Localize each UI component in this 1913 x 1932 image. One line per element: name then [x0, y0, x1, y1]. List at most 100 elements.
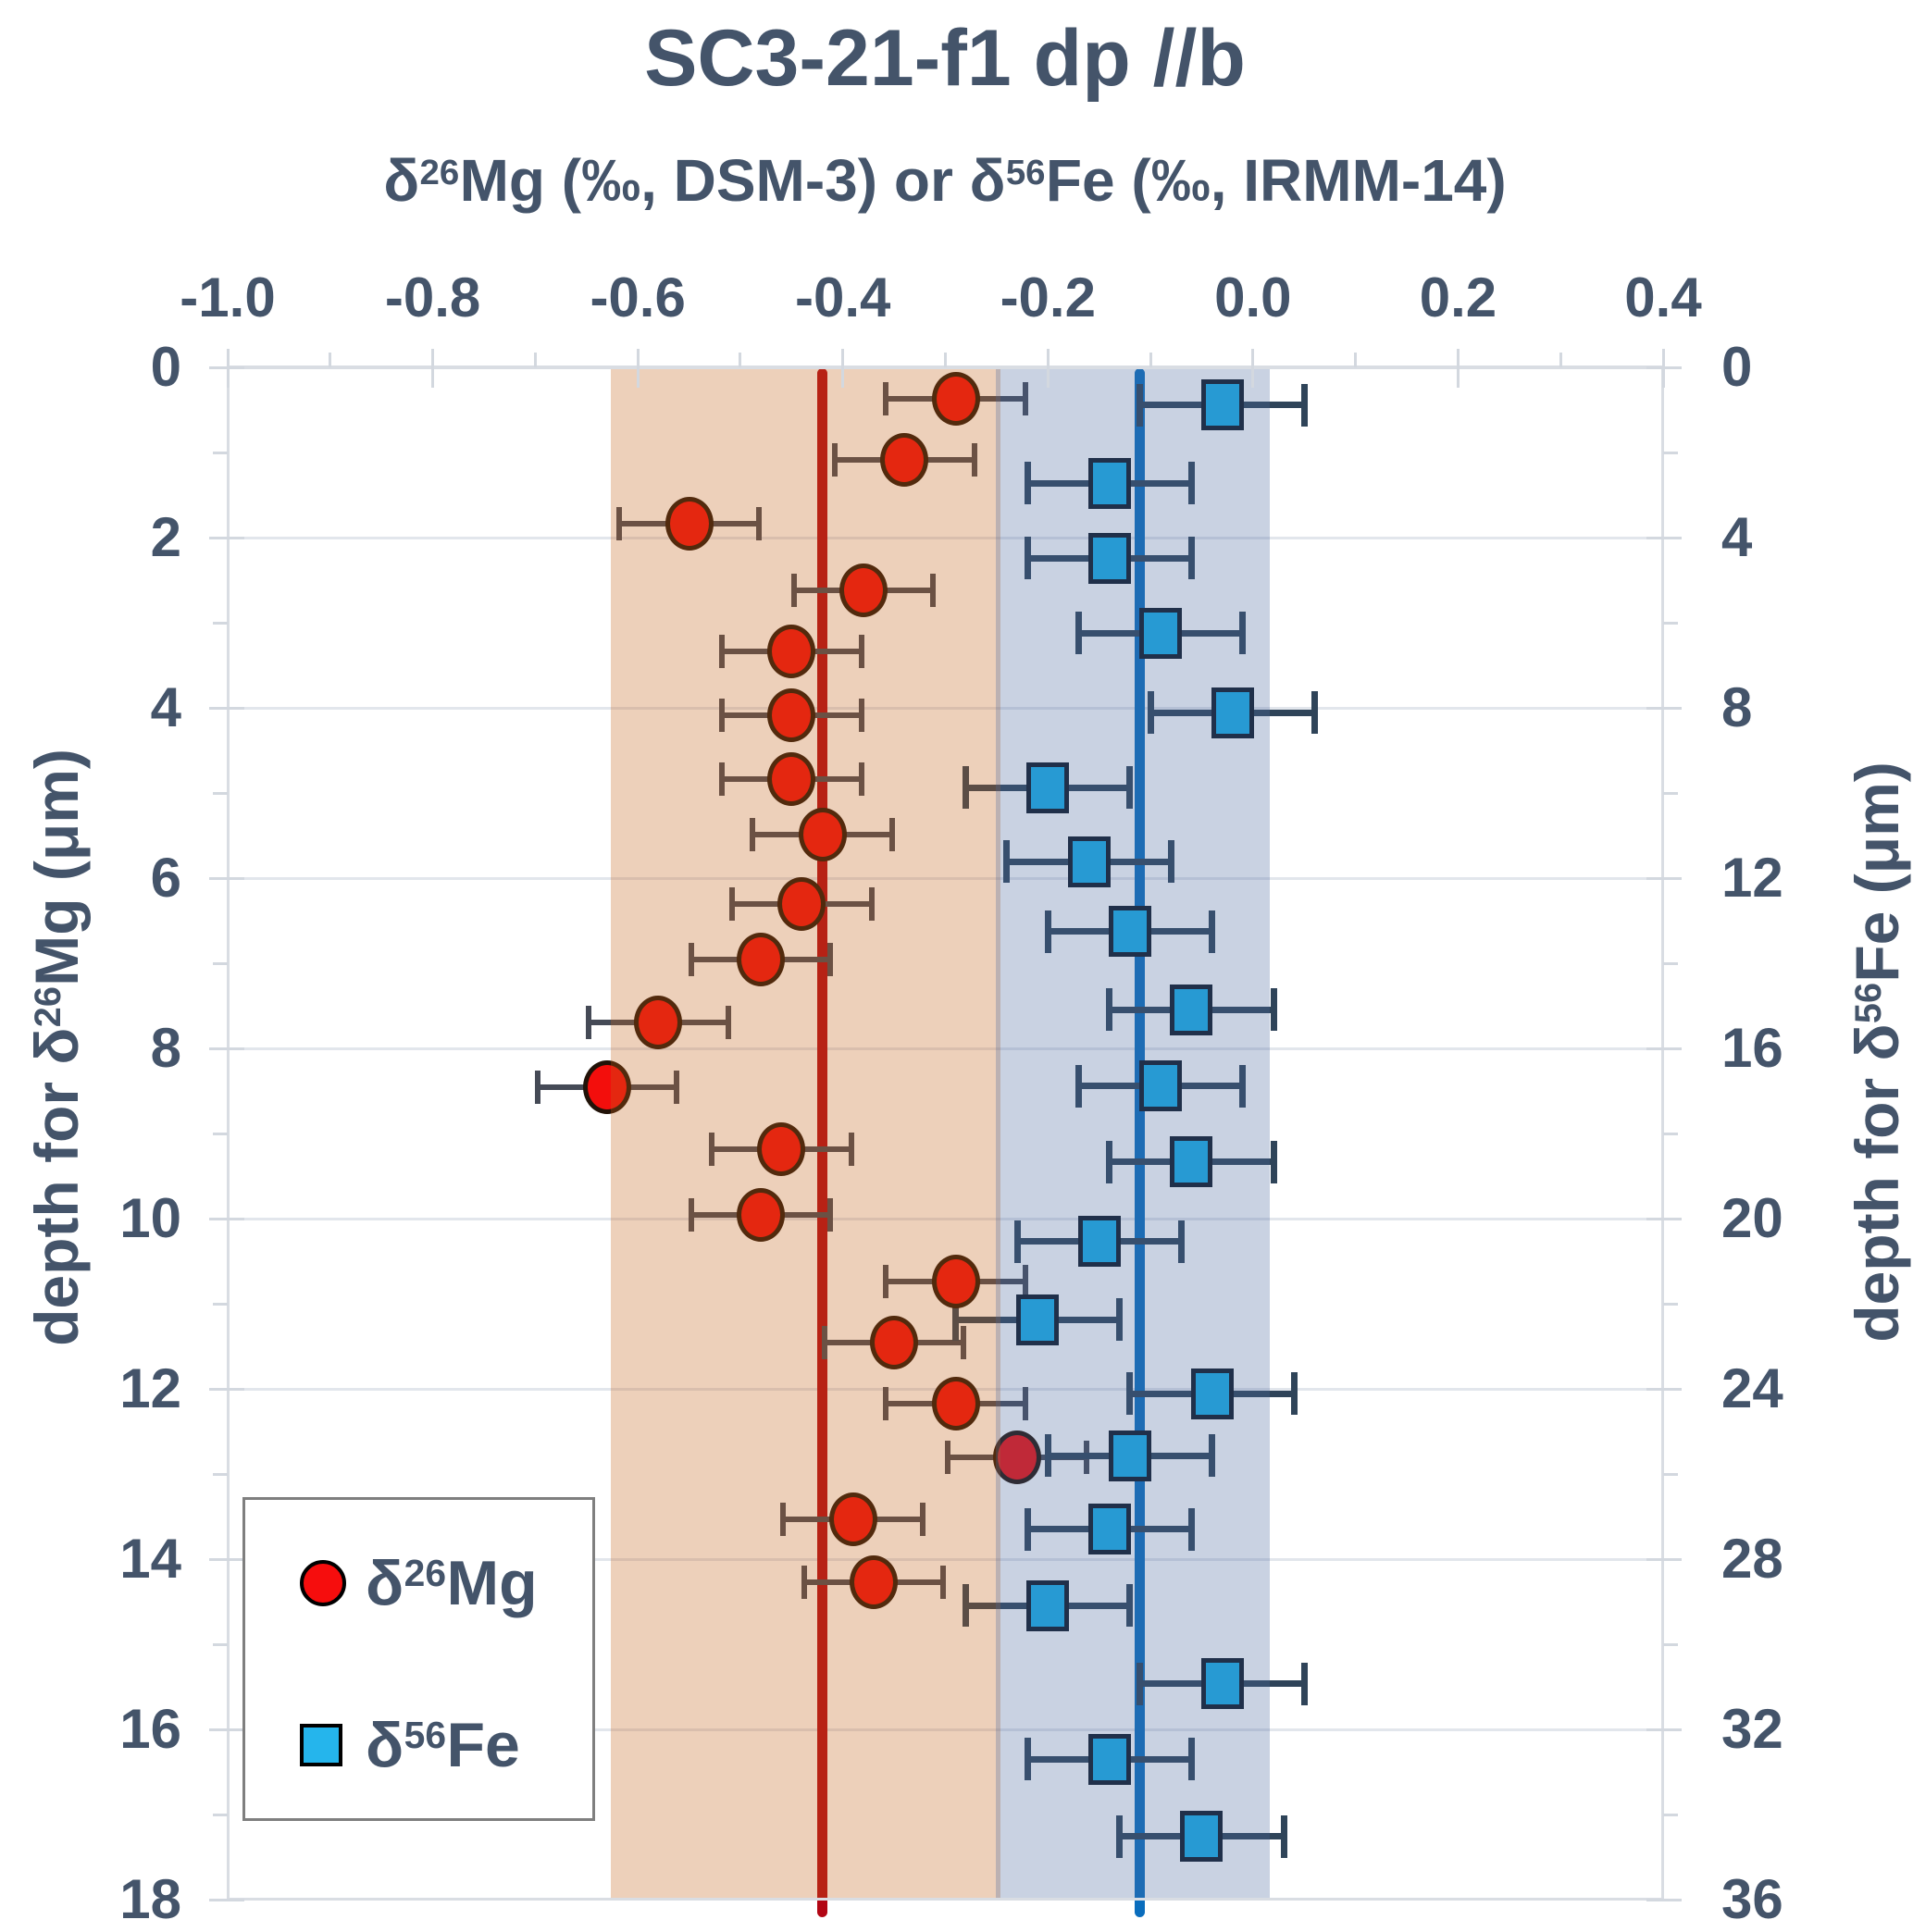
gridline-y-16: [228, 1728, 1663, 1731]
δ56Fe-point-6: [1026, 762, 1070, 813]
δ56Fe-error-cap: [1013, 1220, 1021, 1263]
δ56Fe-error-cap: [1239, 1064, 1247, 1108]
y-left-tick-18: [209, 1898, 244, 1901]
δ56Fe-error-cap: [1209, 910, 1216, 953]
δ56Fe-error-cap: [1126, 1372, 1134, 1416]
δ56Fe-point-18: [1200, 1658, 1244, 1710]
plot-border-bottom: [228, 1898, 1663, 1901]
legend-item-1: δ26Mg: [245, 1542, 592, 1625]
gridline-y-14: [228, 1557, 1663, 1561]
y-left-tick-13: [213, 1472, 228, 1476]
y-left-tick-1: [213, 451, 228, 454]
δ56Fe-point-4: [1139, 607, 1183, 659]
δ56Fe-point-5: [1211, 687, 1254, 738]
legend-circle-marker: [300, 1560, 346, 1606]
chart-title: SC3-21-f1 dp //b: [644, 14, 1246, 103]
δ26Mg-error-cap: [708, 1132, 714, 1166]
δ56Fe-error-cap: [1270, 988, 1277, 1032]
y-right-label-4: 4: [1721, 506, 1753, 568]
δ26Mg-error-cap: [930, 574, 937, 608]
x-axis-title: δ26Mg (‰, DSM-3) or δ56Fe (‰, IRMM-14): [383, 147, 1507, 214]
x-axis-line: [228, 365, 1663, 369]
δ56Fe-error-cap: [1003, 840, 1011, 884]
δ56Fe-error-cap: [1239, 612, 1247, 655]
y-right-label-24: 24: [1721, 1357, 1783, 1419]
δ56Fe-error-cap: [1300, 383, 1308, 427]
δ56Fe-error-cap: [1075, 1064, 1083, 1108]
x-tick--0.1: [1149, 353, 1152, 367]
δ26Mg-error-cap: [920, 1502, 926, 1536]
y-left-tick-7: [213, 961, 228, 965]
δ26Mg-error-cap: [971, 443, 977, 477]
legend-square-marker: [300, 1724, 342, 1766]
δ56Fe-point-13: [1016, 1294, 1060, 1345]
δ56Fe-error-cap: [1044, 910, 1051, 953]
δ56Fe-point-12: [1077, 1216, 1121, 1268]
δ26Mg-point-15: [931, 1255, 980, 1309]
δ56Fe-point-3: [1087, 532, 1131, 584]
δ56Fe-error-cap: [1044, 1434, 1051, 1478]
mg-mean-band: [611, 367, 1001, 1900]
y-right-label-32: 32: [1721, 1698, 1783, 1760]
y-right-tick-20: [1646, 1217, 1682, 1220]
x-tick-label--0.6: -0.6: [590, 266, 686, 328]
δ26Mg-error-cap: [858, 699, 864, 733]
y-right-tick-12: [1646, 876, 1682, 880]
y-right-tick-22: [1663, 1302, 1678, 1306]
y-left-tick-8: [209, 1046, 244, 1050]
gridline-y-4: [228, 706, 1663, 710]
fe-mean-line: [1135, 368, 1146, 1917]
y-left-tick-10: [209, 1217, 244, 1220]
δ26Mg-point-6: [767, 688, 816, 743]
δ56Fe-point-8: [1108, 906, 1151, 958]
y-axis-left-title-sup: 26: [28, 986, 68, 1028]
y-left-label-0: 0: [150, 336, 181, 398]
δ26Mg-point-16: [870, 1316, 919, 1370]
δ26Mg-error-cap: [883, 1386, 889, 1420]
x-tick-0.2: [1456, 349, 1460, 388]
δ26Mg-error-cap: [790, 574, 797, 608]
y-right-tick-24: [1646, 1387, 1682, 1391]
y-right-tick-4: [1646, 536, 1682, 539]
δ26Mg-point-3: [665, 497, 714, 551]
δ56Fe-point-20: [1180, 1811, 1224, 1863]
δ26Mg-error-cap: [944, 1440, 950, 1474]
δ26Mg-error-cap: [868, 886, 875, 921]
δ26Mg-error-cap: [827, 1198, 834, 1232]
gridline-y-8: [228, 1046, 1663, 1050]
δ56Fe-error-cap: [1300, 1662, 1308, 1705]
x-axis-title-sup: 56: [1005, 152, 1046, 192]
δ56Fe-error-cap: [1126, 766, 1134, 810]
δ26Mg-error-cap: [821, 1326, 827, 1360]
δ26Mg-error-cap: [848, 1132, 854, 1166]
y-left-tick-11: [213, 1302, 228, 1306]
δ26Mg-error-cap: [883, 382, 889, 416]
y-left-label-2: 2: [150, 506, 181, 568]
δ56Fe-error-cap: [1270, 1140, 1277, 1183]
y-axis-left-title: depth for δ26Mg (μm): [22, 749, 91, 1346]
δ56Fe-error-cap: [1311, 691, 1318, 735]
δ56Fe-error-cap: [1167, 840, 1174, 884]
x-tick-label--1.0: -1.0: [180, 266, 276, 328]
y-right-tick-0: [1646, 365, 1682, 369]
y-right-label-28: 28: [1721, 1528, 1783, 1590]
δ26Mg-error-cap: [534, 1071, 540, 1105]
δ56Fe-error-cap: [1075, 612, 1083, 655]
δ26Mg-error-cap: [750, 818, 756, 852]
δ56Fe-error-cap: [963, 1584, 970, 1628]
δ56Fe-error-cap: [1177, 1220, 1185, 1263]
δ56Fe-point-9: [1170, 984, 1213, 1035]
y-axis-right-title: depth for δ56Fe (μm): [1843, 762, 1911, 1343]
legend-label-sup: 26: [404, 1552, 447, 1595]
y-left-label-6: 6: [150, 847, 181, 909]
y-left-tick-9: [213, 1132, 228, 1135]
x-tick--0.3: [944, 353, 947, 367]
δ56Fe-error-cap: [1106, 1140, 1113, 1183]
y-left-tick-16: [209, 1728, 244, 1731]
δ56Fe-error-cap: [1116, 1814, 1124, 1858]
δ26Mg-point-17: [931, 1376, 980, 1430]
δ56Fe-point-10: [1139, 1060, 1183, 1112]
δ26Mg-point-10: [737, 933, 786, 987]
δ26Mg-point-4: [838, 564, 888, 618]
y-left-label-8: 8: [150, 1017, 181, 1079]
